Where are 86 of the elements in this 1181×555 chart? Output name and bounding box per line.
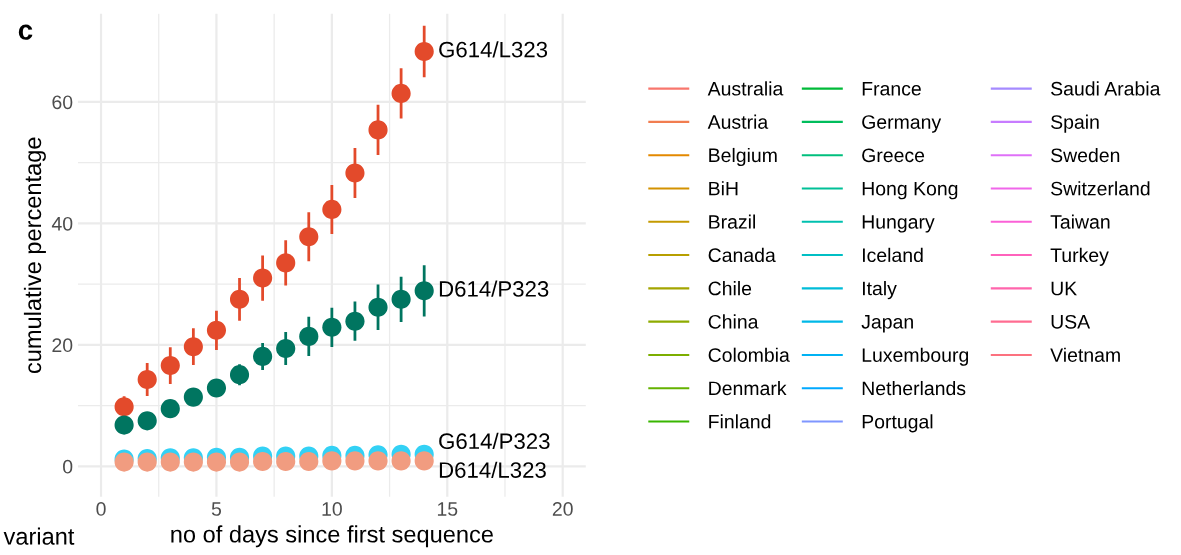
point [276,451,296,472]
legend-label: Greece [862,148,925,163]
chart-title: c [18,24,33,40]
y-tick-label: 20 [52,338,73,353]
point [253,451,273,472]
x-tick-label: 15 [437,502,458,516]
x-tick-label: 0 [96,502,106,516]
legend-label: Sweden [1051,147,1120,163]
legend-label: Saudi Arabia [1051,81,1161,96]
point [253,346,273,366]
legend-label: BiH [709,181,738,196]
point [229,452,250,472]
legend-label: Colombia [708,347,790,362]
point [414,281,434,301]
point [276,253,296,273]
legend-label: Switzerland [1051,181,1150,196]
legend-label: Canada [708,247,776,263]
legend-label: Austria [707,114,769,129]
x-tick-label: 10 [322,502,342,516]
legend-label: Italy [862,281,897,300]
point [137,369,157,390]
legend-label: Japan [861,315,913,333]
text: variant [3,527,75,545]
point [414,451,434,471]
legend-label: Australia [707,81,784,96]
point [253,268,273,288]
legend-label: Iceland [862,247,923,263]
point [345,311,365,331]
point [137,411,157,431]
legend-label: UK [1051,281,1077,296]
point [322,451,342,471]
point [299,326,319,346]
legend-label: Turkey [1050,247,1109,266]
legend-label: Luxembourg [862,347,969,366]
point [322,199,342,220]
x-axis-title: no of days since first sequence [171,525,493,548]
legend-label: Hong Kong [862,181,958,200]
point [160,399,180,419]
legend-label: Netherlands [862,380,966,396]
x-tick-label: 5 [211,502,222,516]
legend-label: Spain [1051,114,1099,133]
legend-label: Vietnam [1050,347,1120,362]
legend-label: France [862,82,921,96]
y-axis-title: cumulative percentage [23,137,46,374]
legend-label: Portugal [862,414,933,433]
point [183,337,203,357]
legend-label: Hungary [862,215,935,233]
point [391,451,411,471]
point [206,452,227,472]
point [391,83,411,104]
legend-label: Chile [708,281,752,296]
point [183,387,203,407]
legend-label: Belgium [709,147,777,167]
y-tick-label: 0 [63,459,73,474]
point [414,41,434,62]
point [229,365,250,385]
legend-label: China [708,314,759,329]
series-label: G614/L323 [439,41,548,58]
point [299,451,319,472]
point [160,355,180,376]
y-tick-label: 40 [51,216,73,231]
y-tick-label: 60 [52,95,73,110]
point [322,317,342,337]
legend-label: Finland [709,414,771,429]
point [114,397,134,417]
point [368,297,388,317]
point [345,451,365,471]
point [206,320,227,340]
point [114,415,134,435]
x-tick-label: 20 [552,502,573,516]
legend-label: USA [1051,314,1091,329]
legend-label: Germany [862,115,942,133]
series-label: D614/P323 [439,280,549,297]
point [206,378,227,398]
legend-label: Denmark [709,380,787,396]
legend-label: Brazil [709,214,755,229]
legend-label: Taiwan [1050,214,1110,229]
point [345,163,365,183]
point [368,120,388,140]
point [368,451,388,471]
series-label: D614/L323 [439,461,546,478]
point [229,289,250,309]
point [299,227,319,247]
series-label: G614/P323 [439,432,550,450]
point [391,289,411,309]
point [276,338,296,359]
